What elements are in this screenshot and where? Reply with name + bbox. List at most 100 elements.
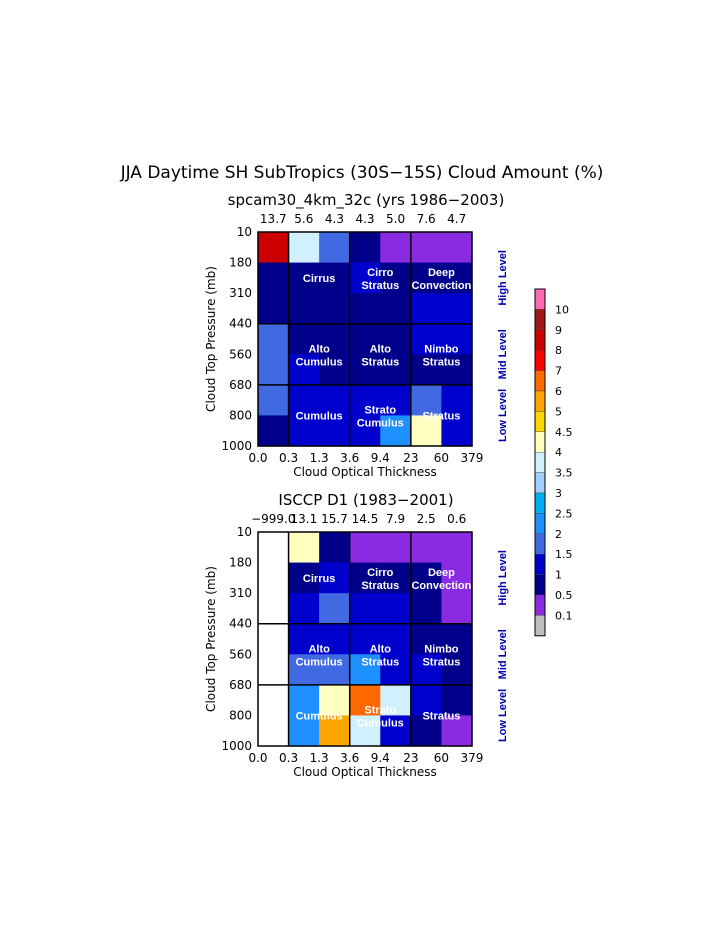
colorbar-swatch — [534, 288, 546, 310]
heatmap-cell — [258, 593, 290, 625]
heatmap-cell — [410, 384, 443, 417]
heatmap-cell — [380, 654, 412, 686]
colorbar-swatch — [534, 329, 546, 351]
y-tick-label: 310 — [229, 586, 252, 600]
heatmap-cell — [410, 262, 443, 294]
heatmap-panel-2: ISCCP D1 (1983−2001) −999.013.1 15.7 14.5 7.… — [204, 491, 509, 779]
heatmap-cell — [288, 415, 320, 447]
cloud-type-label: Alto Stratus — [361, 343, 399, 368]
heatmap-cell — [288, 715, 320, 747]
heatmap-cell — [441, 293, 473, 325]
column-total: 13.1 — [290, 512, 317, 526]
heatmap-cell — [410, 232, 443, 264]
heatmap-cell — [258, 262, 290, 294]
heatmap-cell — [380, 593, 412, 625]
cloud-type-label: Stratus — [422, 410, 460, 422]
heatmap-cell — [319, 384, 351, 417]
heatmap-cell — [319, 593, 351, 625]
heatmap-cell — [441, 654, 473, 686]
heatmap-cell — [410, 532, 443, 564]
heatmap-cell — [441, 262, 473, 294]
heatmap-cell — [258, 293, 290, 325]
heatmap-cell — [410, 593, 443, 625]
colorbar-label: 6 — [555, 385, 562, 398]
panel-title: spcam30_4km_32c (yrs 1986−2003) — [228, 191, 505, 210]
heatmap-cell — [441, 715, 473, 747]
cloud-type-label: Stratus — [422, 710, 460, 722]
heatmap-cell — [319, 654, 351, 686]
heatmap-cell — [258, 354, 290, 386]
heatmap-cell — [288, 323, 320, 355]
heatmap-cell — [380, 354, 412, 386]
colorbar-label: 1 — [555, 569, 562, 582]
x-tick-label: 379 — [461, 751, 484, 765]
colorbar-label: 4.5 — [555, 426, 573, 439]
x-tick-label: 1.3 — [310, 451, 329, 465]
heatmap-panel-1: spcam30_4km_32c (yrs 1986−2003) 13.7 5.6 4.… — [204, 191, 509, 479]
heatmap-cell — [258, 415, 290, 447]
x-tick-label: 0.3 — [279, 751, 298, 765]
heatmap-cell — [288, 532, 320, 564]
heatmap-cell — [349, 262, 381, 294]
column-total: 7.6 — [417, 212, 436, 226]
x-tick-label: 9.4 — [371, 451, 390, 465]
heatmap-cell — [349, 593, 381, 625]
heatmap-cell — [319, 623, 351, 655]
y-tick-label: 180 — [229, 256, 252, 270]
heatmap-cell — [349, 232, 381, 264]
column-total: 0.6 — [447, 512, 466, 526]
heatmap-cell — [349, 623, 381, 655]
column-total: 4.3 — [355, 212, 374, 226]
heatmap-cell — [258, 654, 290, 686]
column-total: 7.9 — [386, 512, 405, 526]
x-axis-label: Cloud Optical Thickness — [293, 765, 437, 779]
heatmap-cell — [410, 715, 443, 747]
x-tick-label: 3.6 — [340, 751, 359, 765]
plot-frame — [257, 531, 473, 747]
heatmap-cell — [319, 562, 351, 594]
heatmap-cell — [441, 354, 473, 386]
heatmap-cell — [410, 562, 443, 594]
heatmap-cell — [258, 715, 290, 747]
column-total: 5.0 — [386, 212, 405, 226]
x-tick-label: 379 — [461, 451, 484, 465]
heatmap-cell — [441, 232, 473, 264]
heatmap-cell — [349, 354, 381, 386]
cloud-type-label: Nimbo Stratus — [422, 343, 460, 368]
heatmap-cell — [288, 354, 320, 386]
heatmap-cell — [288, 593, 320, 625]
heatmap-cell — [380, 415, 412, 447]
heatmap-cell — [349, 562, 381, 594]
x-tick-label: 0.3 — [279, 451, 298, 465]
heatmap-cell — [441, 532, 473, 564]
heatmap-cell — [349, 293, 381, 325]
figure-title: JJA Daytime SH SubTropics (30S−15S) Clou… — [120, 163, 604, 183]
cloud-type-label: Deep Convection — [411, 567, 471, 592]
heatmap-cell — [258, 532, 290, 564]
column-total: 14.5 — [352, 512, 379, 526]
heatmap-cell — [258, 323, 290, 355]
colorbar-swatch — [534, 594, 546, 616]
heatmap-cell — [349, 415, 381, 447]
cloud-type-label: Cirrus — [303, 573, 335, 585]
y-axis-label: Cloud Top Pressure (mb) — [204, 566, 218, 712]
x-tick-label: 1.3 — [310, 751, 329, 765]
colorbar-swatch — [534, 431, 546, 453]
heatmap-cell — [319, 532, 351, 564]
colorbar-label: 2 — [555, 528, 562, 541]
colorbar-swatch — [534, 472, 546, 494]
heatmap-cell — [349, 384, 381, 417]
heatmap-cell — [319, 293, 351, 325]
heatmap-cell — [380, 684, 412, 717]
y-tick-label: 10 — [237, 525, 252, 539]
heatmap-cell — [410, 293, 443, 325]
heatmap-cell — [319, 354, 351, 386]
heatmap-cell — [288, 684, 320, 717]
colorbar-swatch — [534, 390, 546, 412]
cloud-type-label: Alto Cumulus — [296, 643, 343, 668]
cloud-type-label: Deep Convection — [411, 267, 471, 292]
y-tick-label: 800 — [229, 708, 252, 722]
heatmap-cell — [380, 384, 412, 417]
heatmap-cell — [288, 654, 320, 686]
column-total: 4.3 — [325, 212, 344, 226]
